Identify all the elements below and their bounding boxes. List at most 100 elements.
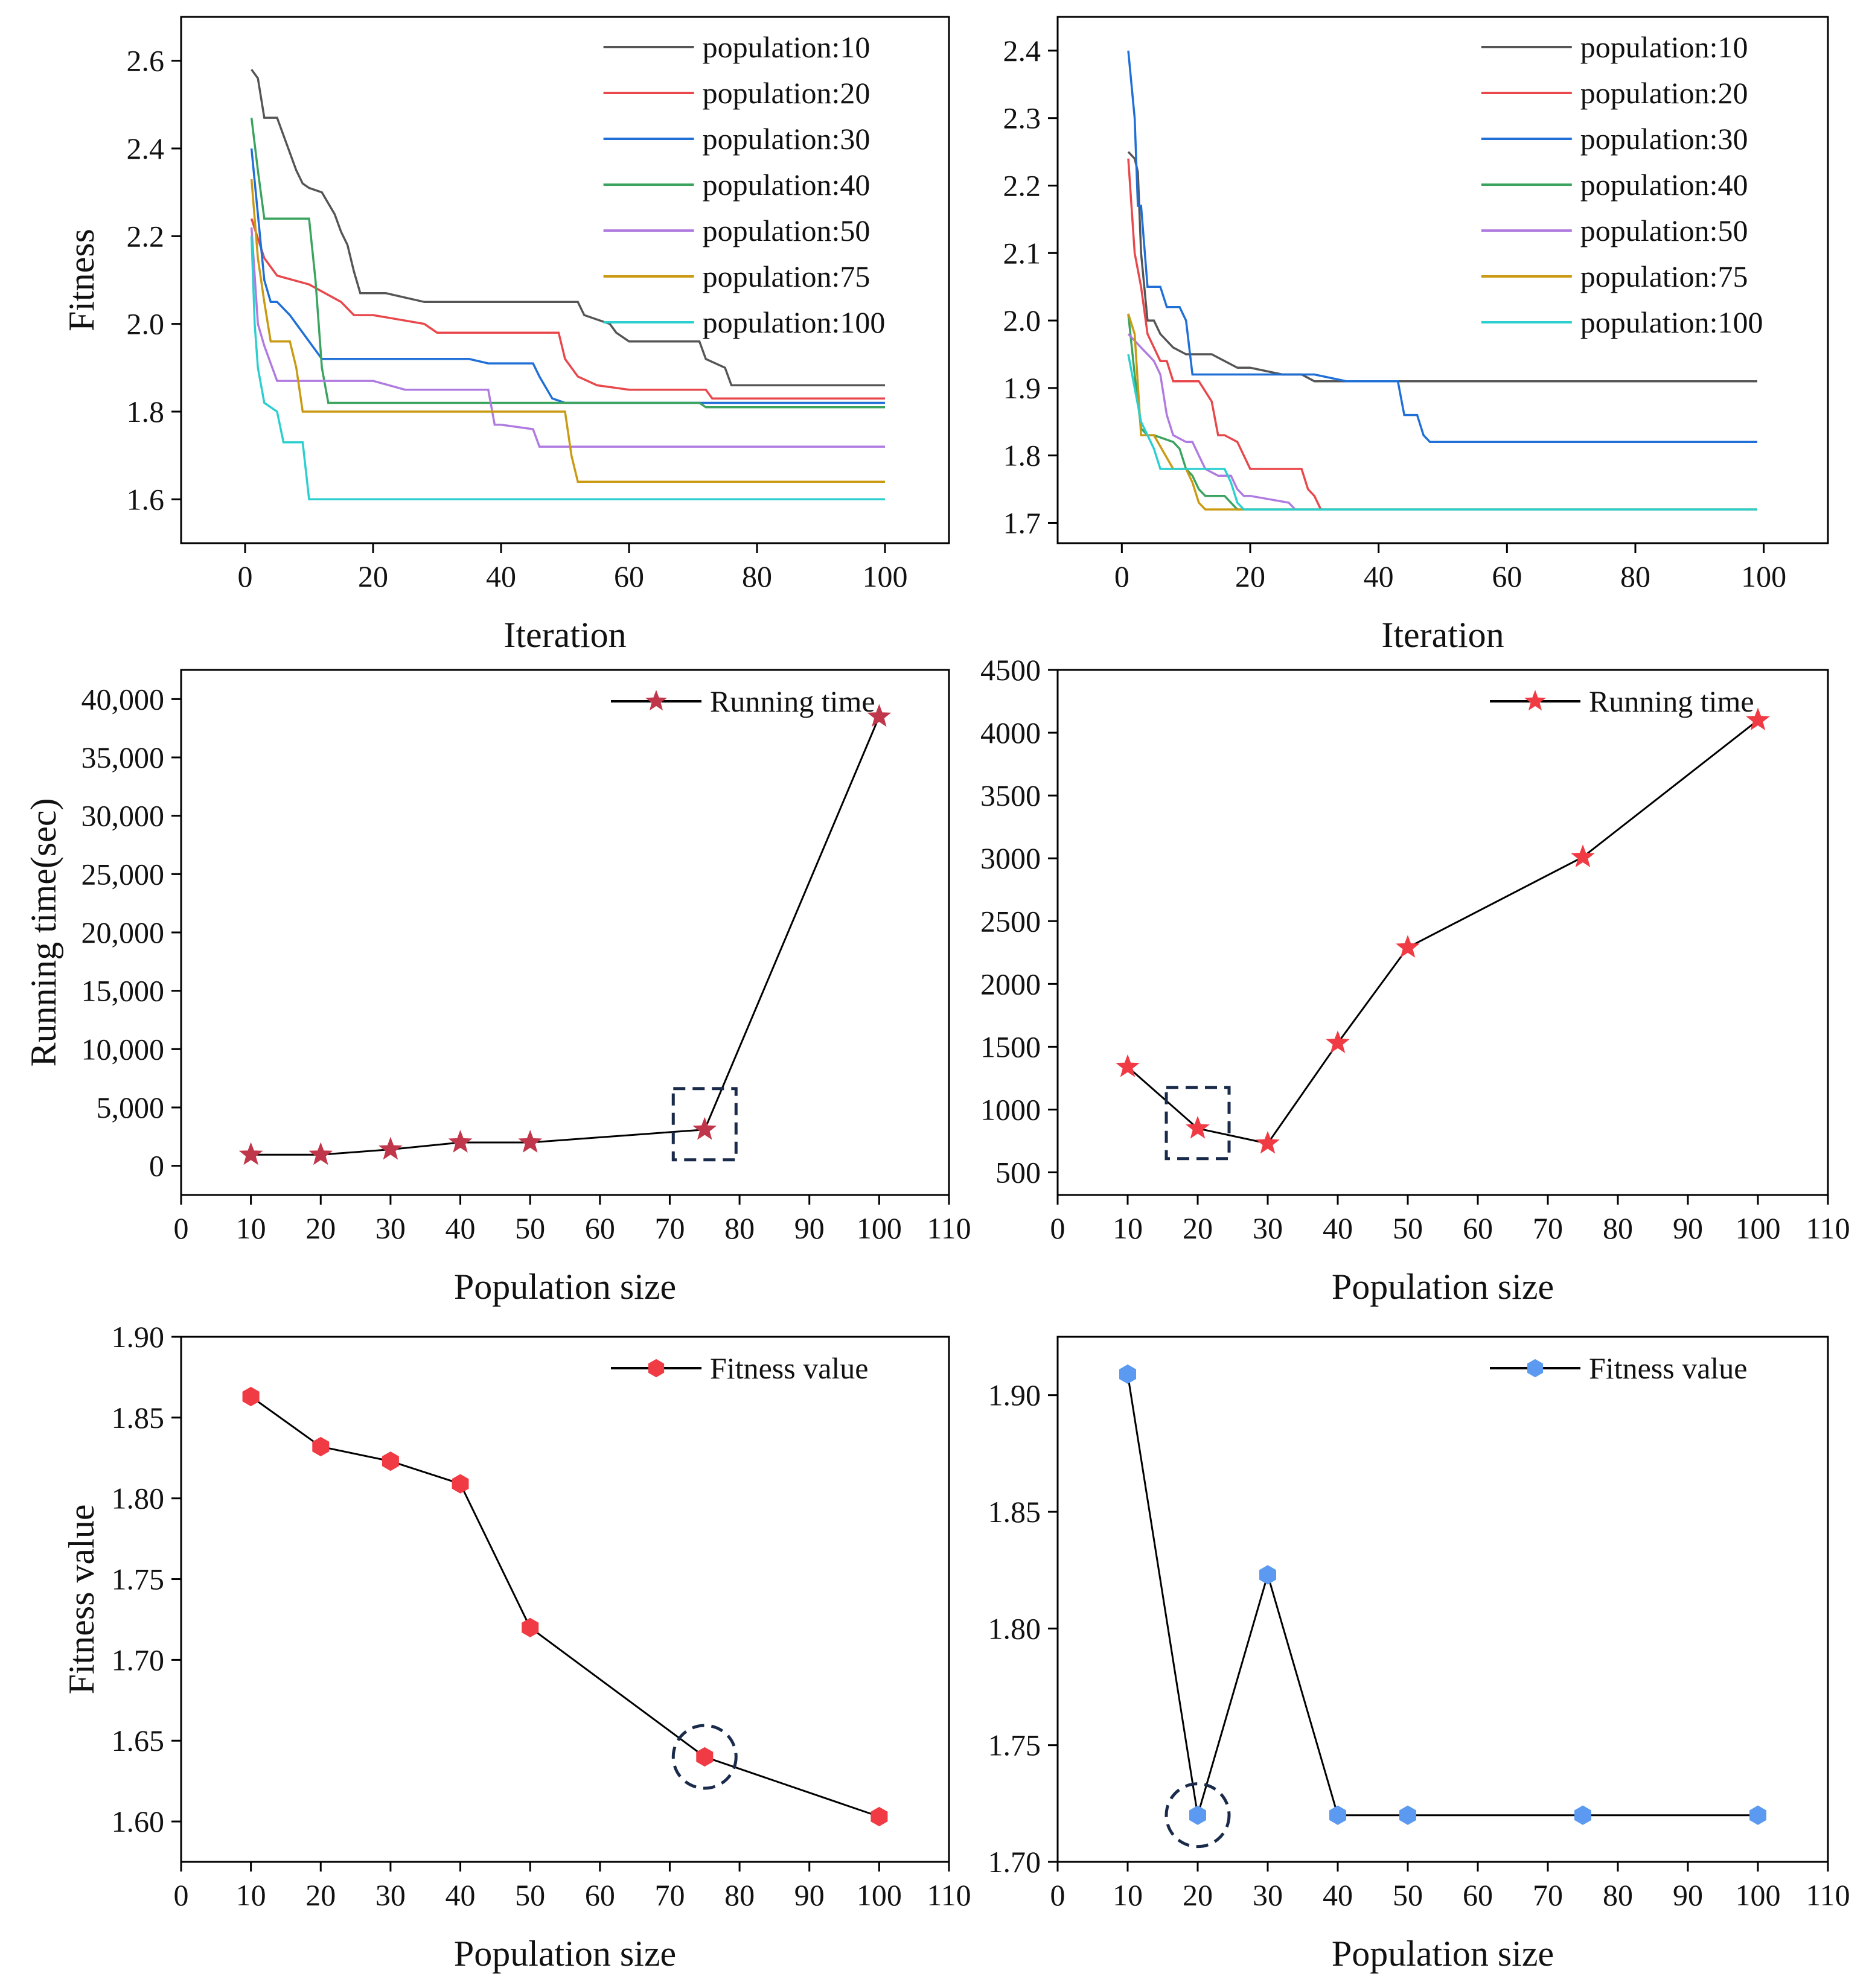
- data-point-marker: [1259, 1565, 1276, 1585]
- legend-label: population:50: [1580, 214, 1748, 247]
- series-line-population-30: [1127, 50, 1757, 444]
- y-tick-label: 1500: [980, 1030, 1041, 1063]
- y-tick-label: 1.80: [112, 1482, 165, 1515]
- x-tick-label: 40: [1323, 1211, 1353, 1245]
- legend-label: population:20: [1580, 76, 1748, 110]
- legend-label: population:100: [1580, 305, 1763, 339]
- y-tick-label: 40,000: [81, 682, 165, 716]
- legend-marker: [1524, 690, 1546, 711]
- y-tick-label: 1.65: [112, 1724, 165, 1757]
- series-line-population-50: [1127, 333, 1296, 511]
- x-tick-label: 60: [1463, 1878, 1493, 1912]
- legend-item: population:10: [1481, 30, 1748, 64]
- x-tick-label: 20: [1183, 1878, 1213, 1912]
- x-tick-label: 100: [857, 1211, 902, 1245]
- y-tick-label: 1.75: [988, 1728, 1041, 1762]
- y-tick-label: 25,000: [81, 857, 165, 891]
- x-tick-label: 80: [724, 1878, 755, 1912]
- x-tick-label: 30: [1253, 1211, 1283, 1245]
- series-line-population-100: [1127, 354, 1757, 511]
- data-point-marker: [518, 1130, 543, 1153]
- y-tick-label: 1.75: [112, 1563, 165, 1596]
- legend-item: population:75: [1481, 260, 1748, 293]
- data-point-marker: [1571, 844, 1595, 868]
- data-point-marker: [1186, 1115, 1210, 1139]
- x-tick-label: 60: [585, 1211, 615, 1245]
- legend-label: population:100: [703, 305, 886, 339]
- legend-label: population:40: [1580, 168, 1748, 202]
- plot-frame: [1056, 669, 1829, 1196]
- x-axis-title: Population size: [1332, 1934, 1554, 1974]
- y-tick-label: 1.9: [1003, 371, 1041, 405]
- x-axis-title: Population size: [454, 1267, 676, 1307]
- data-point-marker: [379, 1136, 403, 1160]
- x-tick-label: 90: [794, 1878, 825, 1912]
- series-line-population-20: [1127, 158, 1322, 510]
- y-axis-title: Running time(sec): [24, 798, 63, 1067]
- legend-item: population:75: [603, 260, 870, 293]
- y-tick-label: 1.7: [1003, 506, 1041, 540]
- data-point-marker: [522, 1617, 539, 1637]
- data-point-marker: [1396, 935, 1420, 958]
- x-tick-label: 80: [1620, 559, 1650, 593]
- data-point-marker: [1119, 1364, 1136, 1384]
- x-tick-label: 20: [1235, 559, 1265, 593]
- y-tick-label: 5,000: [97, 1091, 165, 1124]
- x-tick-label: 0: [1114, 559, 1129, 593]
- data-point-marker: [312, 1436, 330, 1457]
- x-tick-label: 100: [1741, 559, 1786, 593]
- x-tick-label: 100: [863, 559, 908, 593]
- y-tick-label: 35,000: [81, 741, 165, 774]
- legend-marker: [645, 690, 667, 711]
- legend-item: population:40: [1481, 168, 1748, 202]
- x-tick-label: 10: [236, 1211, 266, 1245]
- x-tick-label: 80: [1603, 1878, 1633, 1912]
- x-tick-label: 60: [1463, 1211, 1493, 1245]
- x-tick-label: 0: [238, 559, 253, 593]
- x-tick-label: 10: [1113, 1211, 1143, 1245]
- legend-item: Running time: [611, 684, 875, 718]
- y-tick-label: 2.0: [127, 307, 165, 341]
- x-tick-label: 20: [305, 1211, 336, 1245]
- y-tick-label: 1.90: [112, 1320, 165, 1354]
- legend-label: population:75: [1580, 260, 1748, 293]
- x-tick-label: 80: [724, 1211, 755, 1245]
- legend-item: population:40: [603, 168, 870, 202]
- x-tick-label: 100: [1736, 1878, 1781, 1912]
- legend-item: population:30: [1481, 122, 1748, 156]
- x-tick-label: 70: [654, 1878, 685, 1912]
- legend-label: population:20: [703, 76, 871, 110]
- legend-item: population:50: [603, 214, 870, 247]
- y-tick-label: 10,000: [81, 1032, 165, 1066]
- highlight-box: [671, 1087, 738, 1162]
- x-tick-label: 20: [305, 1878, 336, 1912]
- plot-data: [250, 69, 885, 501]
- y-tick-label: 1.70: [988, 1845, 1041, 1879]
- legend-label: population:30: [703, 122, 871, 156]
- data-point-marker: [1399, 1805, 1416, 1825]
- x-tick-label: 20: [358, 559, 388, 593]
- series-line-population-50: [250, 227, 885, 448]
- data-point-marker: [1189, 1805, 1206, 1825]
- y-tick-label: 2.0: [1003, 304, 1041, 337]
- highlight-box: [1164, 1086, 1231, 1161]
- y-tick-label: 1.90: [988, 1378, 1041, 1412]
- plot-frame: [1056, 1336, 1829, 1863]
- legend-label: population:30: [1580, 122, 1748, 156]
- y-tick-label: 3500: [980, 779, 1041, 812]
- y-tick-label: 2.4: [1003, 34, 1041, 68]
- x-tick-label: 20: [1183, 1211, 1213, 1245]
- series-line-population-20: [250, 218, 885, 400]
- legend-label: Fitness value: [1589, 1351, 1747, 1385]
- y-tick-label: 15,000: [81, 974, 165, 1008]
- data-point-marker: [871, 1806, 888, 1827]
- plots: 0 20 40 60 80 1001.61.82.02.22.42.6IterationF…: [24, 16, 1850, 1974]
- x-tick-label: 90: [1673, 1211, 1703, 1245]
- data-point-marker: [692, 1117, 717, 1140]
- data-point-marker: [696, 1747, 714, 1767]
- y-tick-label: 1.80: [988, 1611, 1041, 1645]
- x-tick-label: 40: [1364, 559, 1394, 593]
- x-tick-label: 0: [1050, 1211, 1065, 1245]
- data-point-marker: [1746, 707, 1770, 731]
